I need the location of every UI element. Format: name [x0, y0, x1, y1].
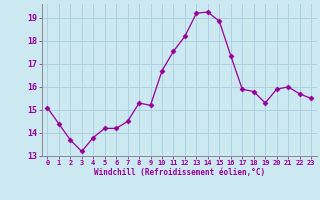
X-axis label: Windchill (Refroidissement éolien,°C): Windchill (Refroidissement éolien,°C) [94, 168, 265, 177]
